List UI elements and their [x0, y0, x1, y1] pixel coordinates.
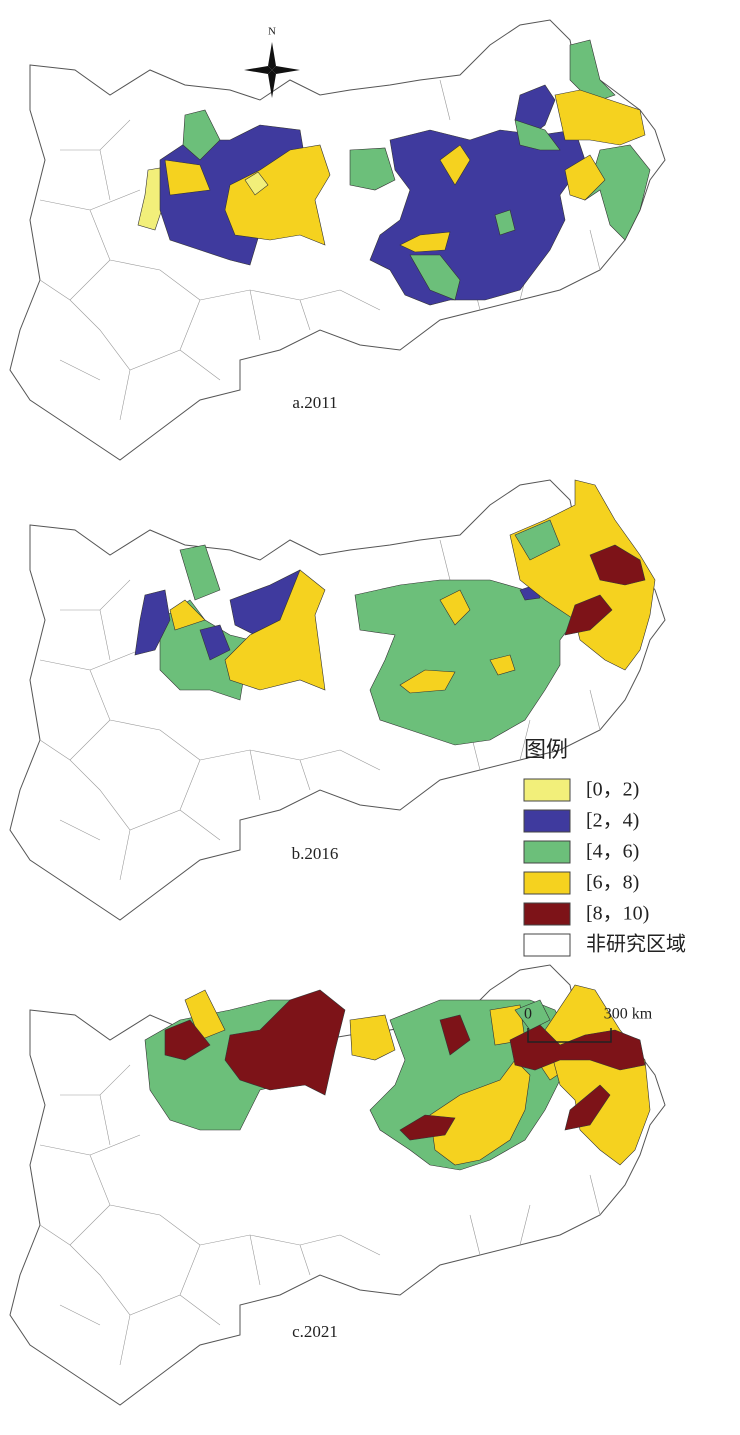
- legend-label: [8，10): [586, 903, 649, 925]
- map-2016: b.2016: [9, 479, 666, 921]
- scale-line: [527, 1028, 612, 1043]
- legend-swatch: [523, 933, 571, 957]
- map-label: a.2011: [292, 393, 337, 412]
- legend-swatch: [523, 902, 571, 926]
- map-2021: c.2021: [9, 964, 666, 1406]
- legend-label: [6，8): [586, 872, 639, 894]
- legend-swatch: [523, 809, 571, 833]
- map-label: c.2021: [292, 1322, 338, 1341]
- map-2011: a.2011: [9, 19, 666, 461]
- scale-bar: 0 300 km: [524, 1006, 653, 1043]
- scale-start: 0: [524, 1006, 532, 1023]
- legend-label: [4，6): [586, 841, 639, 863]
- legend-swatch: [523, 871, 571, 895]
- compass: N: [244, 26, 300, 98]
- legend-label: 非研究区域: [586, 933, 686, 956]
- legend-label: [2，4): [586, 810, 639, 832]
- scale-end: 300 km: [604, 1006, 653, 1023]
- legend: 图例 [0，2) [2，4) [4，6) [6，8) [8，10) 非研究区域: [523, 737, 686, 957]
- legend-swatch: [523, 840, 571, 864]
- map-label: b.2016: [292, 844, 339, 863]
- legend-title: 图例: [524, 737, 568, 762]
- legend-label: [0，2): [586, 779, 639, 801]
- legend-swatch: [523, 778, 571, 802]
- compass-label: N: [268, 26, 276, 38]
